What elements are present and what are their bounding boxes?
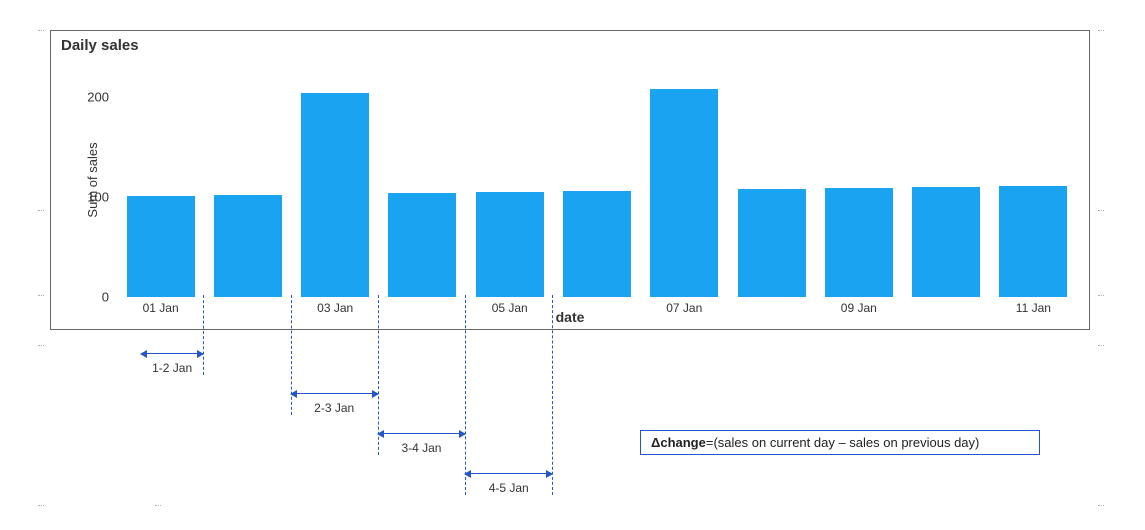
annotation-arrow: [141, 353, 203, 354]
bar: [301, 93, 369, 297]
y-tick-label: 100: [87, 190, 109, 205]
bar: [650, 89, 718, 297]
formula-rhs: (sales on current day – sales on previou…: [713, 435, 979, 450]
annotation-label: 1-2 Jan: [152, 361, 192, 375]
guide-mark: [1098, 505, 1104, 507]
guide-mark: [1098, 30, 1104, 32]
guide-mark: [38, 295, 44, 297]
bar: [127, 196, 195, 297]
y-tick-label: 200: [87, 90, 109, 105]
bar: [388, 193, 456, 297]
y-tick-label: 0: [102, 290, 109, 305]
chart-title: Daily sales: [61, 37, 139, 54]
x-tick-label: 11 Jan: [1016, 301, 1051, 315]
annotation-arrow: [465, 473, 552, 474]
guide-mark: [38, 210, 44, 212]
x-tick-label: 07 Jan: [666, 301, 702, 315]
chart-container: Daily sales Sum of sales date 010020001 …: [50, 30, 1090, 330]
x-tick-label: 09 Jan: [841, 301, 877, 315]
x-tick-label: 03 Jan: [317, 301, 353, 315]
x-tick-label: 05 Jan: [492, 301, 528, 315]
guide-mark: [1098, 210, 1104, 212]
guide-mark: [155, 505, 161, 507]
guide-mark: [1098, 295, 1104, 297]
guide-mark: [1098, 345, 1104, 347]
annotation-arrow: [291, 393, 378, 394]
x-axis-label: date: [556, 309, 585, 325]
bar: [912, 187, 980, 297]
guide-mark: [38, 505, 44, 507]
annotation-arrow: [378, 433, 465, 434]
guide-mark: [38, 345, 44, 347]
x-tick-label: 01 Jan: [143, 301, 179, 315]
annotation-label: 2-3 Jan: [314, 401, 354, 415]
annotation-label: 3-4 Jan: [401, 441, 441, 455]
bar: [214, 195, 282, 297]
annotation-label: 4-5 Jan: [489, 481, 529, 495]
bar: [999, 186, 1067, 297]
formula-box: Δchange=(sales on current day – sales on…: [640, 430, 1040, 455]
guide-mark: [38, 30, 44, 32]
annotation-vline: [203, 295, 204, 375]
annotation-vline: [552, 295, 553, 495]
bar: [563, 191, 631, 297]
bar: [825, 188, 893, 297]
y-axis-label: Sum of sales: [85, 142, 100, 217]
formula-lhs: Δchange: [651, 435, 706, 450]
bar: [476, 192, 544, 297]
plot-area: 010020001 Jan03 Jan05 Jan07 Jan09 Jan11 …: [117, 67, 1077, 297]
bar: [738, 189, 806, 297]
annotation-vline: [465, 295, 466, 495]
